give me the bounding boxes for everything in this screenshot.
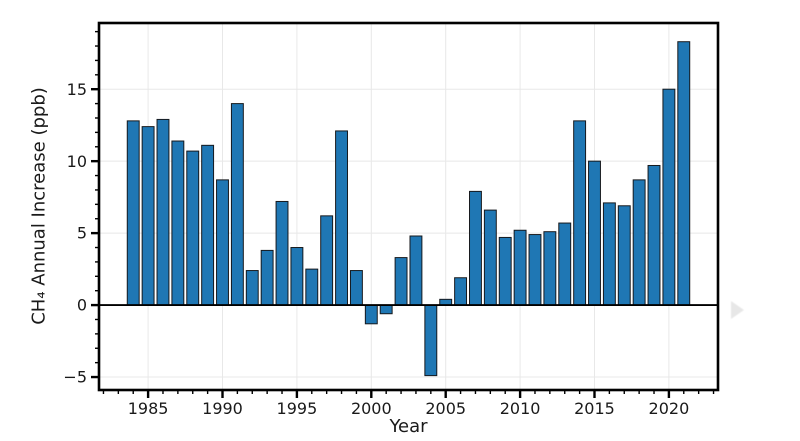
bar-2018 — [632, 179, 646, 306]
x-tick-label-1995: 1995 — [277, 399, 318, 418]
bar-1995 — [290, 247, 304, 306]
bar-2009 — [498, 236, 512, 306]
bar-1990 — [216, 179, 229, 306]
bar-1986 — [156, 118, 170, 306]
bar-1996 — [305, 268, 319, 306]
bar-2015 — [588, 160, 601, 306]
bar-2021 — [677, 41, 691, 306]
bar-2014 — [573, 120, 587, 306]
x-tick-label-2005: 2005 — [425, 399, 466, 418]
bar-2013 — [558, 222, 572, 306]
bar-1992 — [245, 270, 259, 306]
bar-1999 — [349, 270, 363, 306]
bar-2000 — [364, 304, 378, 325]
bar-2020 — [662, 88, 676, 306]
bar-2017 — [617, 205, 631, 306]
x-tick-label-1985: 1985 — [128, 399, 169, 418]
bar-2007 — [469, 190, 482, 306]
x-tick-label-2000: 2000 — [351, 399, 392, 418]
y-tick-label-5: 5 — [77, 224, 87, 243]
bar-1997 — [320, 215, 334, 306]
bar-1988 — [186, 150, 200, 306]
x-axis-label: Year — [389, 416, 428, 437]
bar-1989 — [201, 144, 215, 306]
bar-2016 — [602, 202, 616, 306]
x-tick-label-2020: 2020 — [649, 399, 690, 418]
bar-2011 — [528, 234, 542, 306]
bar-2012 — [543, 231, 557, 306]
bar-2003 — [409, 235, 423, 306]
y-axis-label: CH₄ Annual Increase (ppb) — [28, 87, 50, 325]
bar-1984 — [126, 120, 140, 306]
bar-1991 — [230, 103, 244, 306]
bar-2006 — [454, 277, 468, 306]
bar-2008 — [483, 209, 497, 306]
axes-frame — [97, 21, 720, 392]
bar-1998 — [335, 130, 348, 306]
y-tick-label--5: −5 — [63, 368, 87, 387]
x-tick-label-1990: 1990 — [202, 399, 243, 418]
bar-2010 — [513, 229, 527, 306]
bar-1987 — [171, 140, 185, 306]
y-tick-label-15: 15 — [67, 80, 87, 99]
bar-1994 — [275, 200, 289, 306]
y-tick-label-0: 0 — [77, 296, 87, 315]
y-tick-label-10: 10 — [67, 152, 87, 171]
x-tick-label-2010: 2010 — [500, 399, 541, 418]
x-tick-label-2015: 2015 — [574, 399, 615, 418]
next-arrow-icon[interactable] — [731, 301, 744, 319]
bar-2001 — [379, 304, 393, 315]
bar-2019 — [647, 164, 661, 306]
bar-2004 — [424, 304, 438, 377]
bar-1993 — [260, 249, 274, 306]
bar-1985 — [141, 126, 155, 306]
bar-2002 — [394, 257, 408, 306]
